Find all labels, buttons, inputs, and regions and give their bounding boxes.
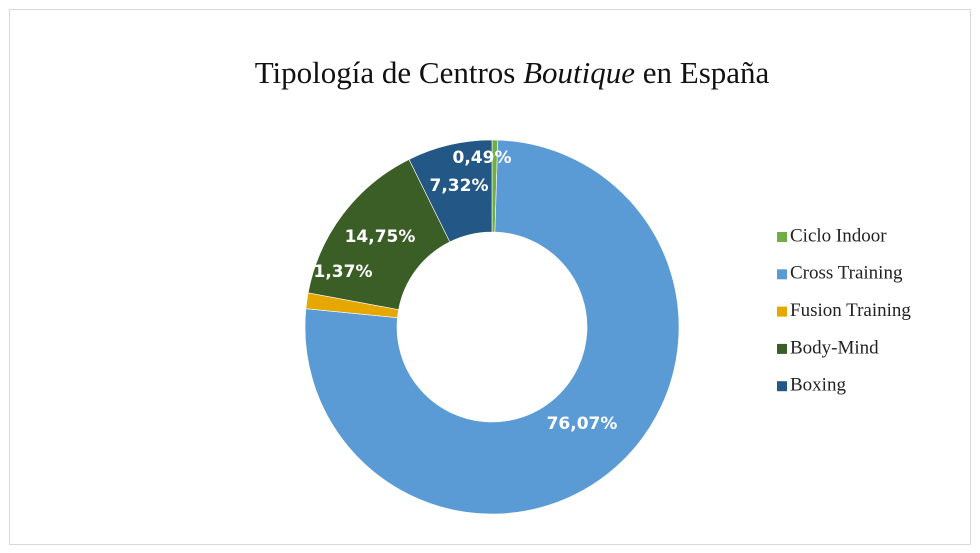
legend-swatch: [777, 381, 787, 392]
donut-slice: [304, 139, 680, 515]
title-part: en España: [635, 55, 770, 90]
donut-slice: [408, 139, 493, 243]
legend-swatch: [777, 232, 787, 242]
data-label: 7,32%: [430, 176, 489, 196]
legend-swatch: [777, 306, 787, 317]
legend-label: Ciclo Indoor: [790, 225, 887, 246]
legend-swatch: [777, 269, 787, 280]
data-label: 0,49%: [453, 148, 512, 168]
data-label: 14,75%: [345, 227, 416, 247]
data-label: 76,07%: [547, 414, 618, 434]
chart-title: Tipología de Centros Boutique en España: [255, 55, 770, 90]
title-part: Boutique: [523, 55, 635, 90]
legend-label: Fusion Training: [790, 300, 911, 321]
donut-slice: [307, 159, 451, 310]
data-label: 1,37%: [314, 262, 373, 282]
legend-label: Cross Training: [790, 263, 903, 284]
title-part: Tipología de Centros: [255, 55, 523, 90]
legend-swatch: [777, 343, 787, 354]
legend-label: Body-Mind: [790, 337, 879, 358]
legend-label: Boxing: [790, 375, 846, 396]
